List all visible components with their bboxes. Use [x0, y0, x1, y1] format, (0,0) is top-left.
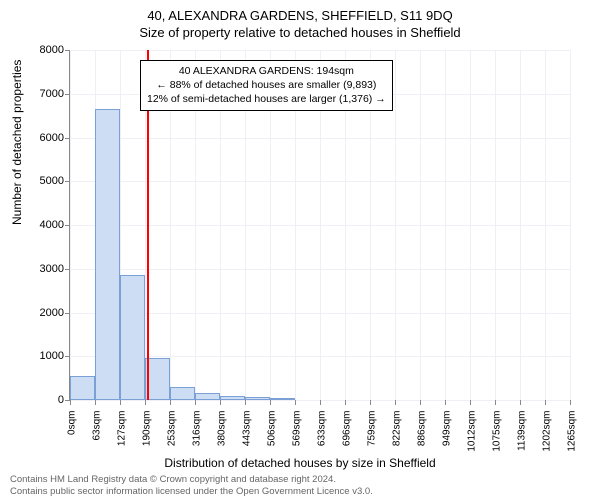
footer-line1: Contains HM Land Registry data © Crown c…: [10, 474, 373, 486]
x-tick-label: 759sqm: [367, 411, 378, 461]
x-tick-label: 380sqm: [217, 411, 228, 461]
histogram-bar: [95, 109, 120, 400]
histogram-bar: [120, 275, 145, 400]
x-tick-mark: [120, 400, 121, 405]
y-tick-label: 0: [24, 394, 64, 406]
y-axis-label: Number of detached properties: [10, 60, 24, 225]
grid-v: [570, 50, 571, 400]
x-tick-label: 0sqm: [67, 411, 78, 461]
histogram-bar: [170, 387, 195, 400]
footer-attribution: Contains HM Land Registry data © Crown c…: [10, 474, 373, 498]
x-tick-label: 316sqm: [191, 411, 202, 461]
annotation-line: 40 ALEXANDRA GARDENS: 194sqm: [147, 64, 386, 78]
title-sub: Size of property relative to detached ho…: [0, 23, 600, 40]
y-tick-label: 7000: [24, 88, 64, 100]
x-tick-label: 949sqm: [442, 411, 453, 461]
x-axis-label: Distribution of detached houses by size …: [0, 456, 600, 470]
x-tick-mark: [520, 400, 521, 405]
histogram-bar: [195, 393, 220, 400]
grid-v: [545, 50, 546, 400]
x-tick-label: 633sqm: [317, 411, 328, 461]
x-tick-mark: [370, 400, 371, 405]
x-tick-label: 886sqm: [417, 411, 428, 461]
x-tick-mark: [545, 400, 546, 405]
chart-container: 40, ALEXANDRA GARDENS, SHEFFIELD, S11 9D…: [0, 0, 600, 500]
histogram-bar: [145, 358, 170, 400]
histogram-bar: [270, 398, 295, 400]
grid-v: [445, 50, 446, 400]
x-tick-label: 63sqm: [91, 411, 102, 461]
grid-v: [70, 50, 71, 400]
y-tick-label: 1000: [24, 350, 64, 362]
x-tick-mark: [270, 400, 271, 405]
annotation-line: 12% of semi-detached houses are larger (…: [147, 92, 386, 106]
y-tick-label: 4000: [24, 219, 64, 231]
x-tick-label: 127sqm: [117, 411, 128, 461]
x-tick-mark: [170, 400, 171, 405]
histogram-bar: [245, 397, 270, 400]
grid-v: [395, 50, 396, 400]
annotation-box: 40 ALEXANDRA GARDENS: 194sqm← 88% of det…: [140, 60, 393, 111]
x-tick-label: 253sqm: [167, 411, 178, 461]
y-tick-label: 8000: [24, 44, 64, 56]
x-tick-mark: [95, 400, 96, 405]
x-tick-label: 1202sqm: [542, 411, 553, 461]
x-tick-mark: [195, 400, 196, 405]
x-tick-mark: [395, 400, 396, 405]
x-tick-mark: [445, 400, 446, 405]
x-tick-label: 1265sqm: [567, 411, 578, 461]
x-tick-label: 1139sqm: [517, 411, 528, 461]
x-tick-label: 443sqm: [242, 411, 253, 461]
grid-v: [420, 50, 421, 400]
grid-v: [470, 50, 471, 400]
chart-area: 0100020003000400050006000700080000sqm63s…: [70, 50, 570, 400]
x-tick-mark: [320, 400, 321, 405]
y-tick-label: 3000: [24, 263, 64, 275]
x-tick-mark: [345, 400, 346, 405]
plot-region: 0100020003000400050006000700080000sqm63s…: [70, 50, 570, 400]
x-tick-mark: [495, 400, 496, 405]
histogram-bar: [220, 396, 245, 400]
x-tick-mark: [470, 400, 471, 405]
grid-v: [495, 50, 496, 400]
x-tick-mark: [245, 400, 246, 405]
x-tick-label: 1012sqm: [467, 411, 478, 461]
title-main: 40, ALEXANDRA GARDENS, SHEFFIELD, S11 9D…: [0, 0, 600, 23]
x-tick-mark: [145, 400, 146, 405]
y-tick-label: 5000: [24, 175, 64, 187]
grid-v: [520, 50, 521, 400]
x-tick-mark: [220, 400, 221, 405]
x-tick-label: 1075sqm: [491, 411, 502, 461]
footer-line2: Contains public sector information licen…: [10, 486, 373, 498]
y-tick-label: 2000: [24, 307, 64, 319]
annotation-line: ← 88% of detached houses are smaller (9,…: [147, 78, 386, 92]
x-tick-label: 569sqm: [291, 411, 302, 461]
x-tick-mark: [295, 400, 296, 405]
x-tick-mark: [570, 400, 571, 405]
x-tick-label: 696sqm: [342, 411, 353, 461]
x-tick-mark: [70, 400, 71, 405]
x-tick-label: 190sqm: [142, 411, 153, 461]
x-tick-mark: [420, 400, 421, 405]
x-tick-label: 822sqm: [391, 411, 402, 461]
y-tick-label: 6000: [24, 132, 64, 144]
x-tick-label: 506sqm: [267, 411, 278, 461]
histogram-bar: [70, 376, 95, 400]
